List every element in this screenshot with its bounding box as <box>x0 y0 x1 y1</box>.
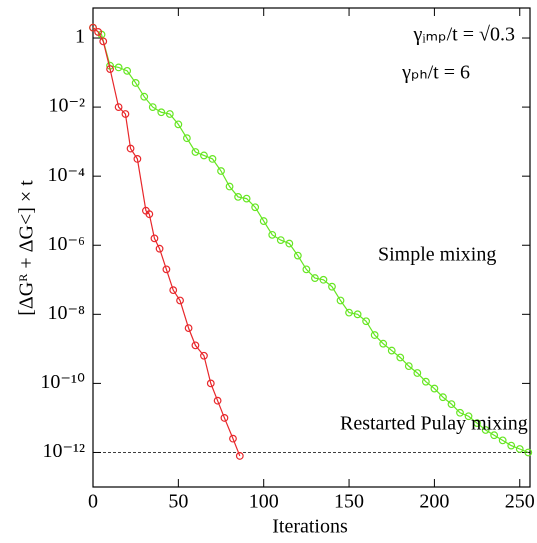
data-point <box>150 234 159 243</box>
data-point <box>242 194 251 203</box>
data-point <box>447 400 456 409</box>
series-label: Restarted Pulay mixing <box>340 413 528 435</box>
x-tick-label: 200 <box>419 491 449 513</box>
data-point <box>162 265 171 274</box>
data-point <box>293 251 302 260</box>
data-point <box>208 155 217 163</box>
data-point <box>259 217 268 225</box>
data-point <box>200 351 208 360</box>
data-point <box>235 452 244 460</box>
x-tick-label: 250 <box>505 491 535 513</box>
data-point <box>311 274 319 282</box>
data-point <box>319 275 328 284</box>
data-point <box>387 346 396 355</box>
data-point <box>217 167 225 175</box>
data-point <box>157 108 166 117</box>
data-point <box>328 282 336 291</box>
annotation: γᵢₘₚ/t = √0.3 <box>412 24 515 46</box>
data-point <box>268 230 277 239</box>
data-point <box>169 286 178 295</box>
data-point <box>456 408 464 417</box>
annotation: γₚₕ/t = 6 <box>401 62 470 84</box>
x-tick-label: 100 <box>249 491 279 513</box>
data-point <box>285 239 294 248</box>
series-label: Simple mixing <box>378 244 496 266</box>
data-point <box>191 148 200 156</box>
x-axis-label: Iterations <box>272 516 348 538</box>
data-point <box>396 353 405 362</box>
y-tick-label: 10⁻⁴ <box>47 164 85 186</box>
series-line <box>92 27 529 454</box>
data-point <box>379 339 388 348</box>
data-point <box>353 310 362 319</box>
y-tick-label: 10⁻⁶ <box>47 233 85 255</box>
data-point <box>184 324 193 333</box>
data-point <box>106 65 114 73</box>
data-point <box>174 120 183 129</box>
data-point <box>126 144 135 153</box>
data-point <box>345 308 353 317</box>
y-tick-label: 10⁻¹⁰ <box>40 371 85 393</box>
y-tick-label: 1 <box>75 26 85 48</box>
data-point <box>464 412 473 421</box>
data-point <box>251 203 260 212</box>
data-point <box>182 134 191 143</box>
data-point <box>114 63 123 72</box>
data-point <box>524 448 533 457</box>
x-tick-label: 50 <box>168 491 188 513</box>
data-point <box>99 37 108 46</box>
data-point <box>133 155 142 163</box>
data-point <box>336 296 345 305</box>
data-point <box>148 103 157 111</box>
data-point <box>114 103 123 111</box>
data-point <box>490 431 499 440</box>
data-point <box>131 79 140 87</box>
data-point <box>439 393 447 402</box>
data-point <box>481 426 490 434</box>
x-tick-label: 150 <box>334 491 364 513</box>
data-point <box>498 436 507 445</box>
data-point <box>191 341 200 350</box>
data-point <box>515 445 524 453</box>
data-point <box>121 110 130 118</box>
data-point <box>123 66 132 75</box>
data-point <box>145 210 154 219</box>
plot-frame <box>92 7 531 488</box>
y-tick-label: 10⁻⁸ <box>47 302 85 324</box>
data-point <box>94 28 103 36</box>
y-tick-label: 10⁻² <box>48 95 85 117</box>
data-point <box>225 182 234 191</box>
series-line <box>92 27 241 457</box>
data-point <box>176 296 184 305</box>
data-point <box>200 151 208 160</box>
data-point <box>370 331 379 339</box>
data-point <box>507 441 516 450</box>
x-tick-label: 0 <box>88 491 98 513</box>
data-point <box>404 362 413 371</box>
data-point <box>473 419 481 428</box>
data-point <box>220 414 229 422</box>
data-point <box>155 244 164 253</box>
data-point <box>234 193 242 201</box>
data-point <box>229 434 237 443</box>
data-point <box>413 369 422 377</box>
y-tick-label: 10⁻¹² <box>42 440 85 462</box>
data-point <box>89 23 97 32</box>
data-point <box>165 110 174 118</box>
data-point <box>206 379 215 388</box>
y-axis-label: [ΔGᴿ + ΔG˂] × t <box>16 180 38 316</box>
data-point <box>362 317 371 326</box>
data-point <box>213 396 222 405</box>
data-point <box>421 377 430 386</box>
data-point <box>140 92 149 101</box>
data-point <box>302 265 311 274</box>
data-point <box>430 384 439 393</box>
data-point <box>276 236 285 244</box>
